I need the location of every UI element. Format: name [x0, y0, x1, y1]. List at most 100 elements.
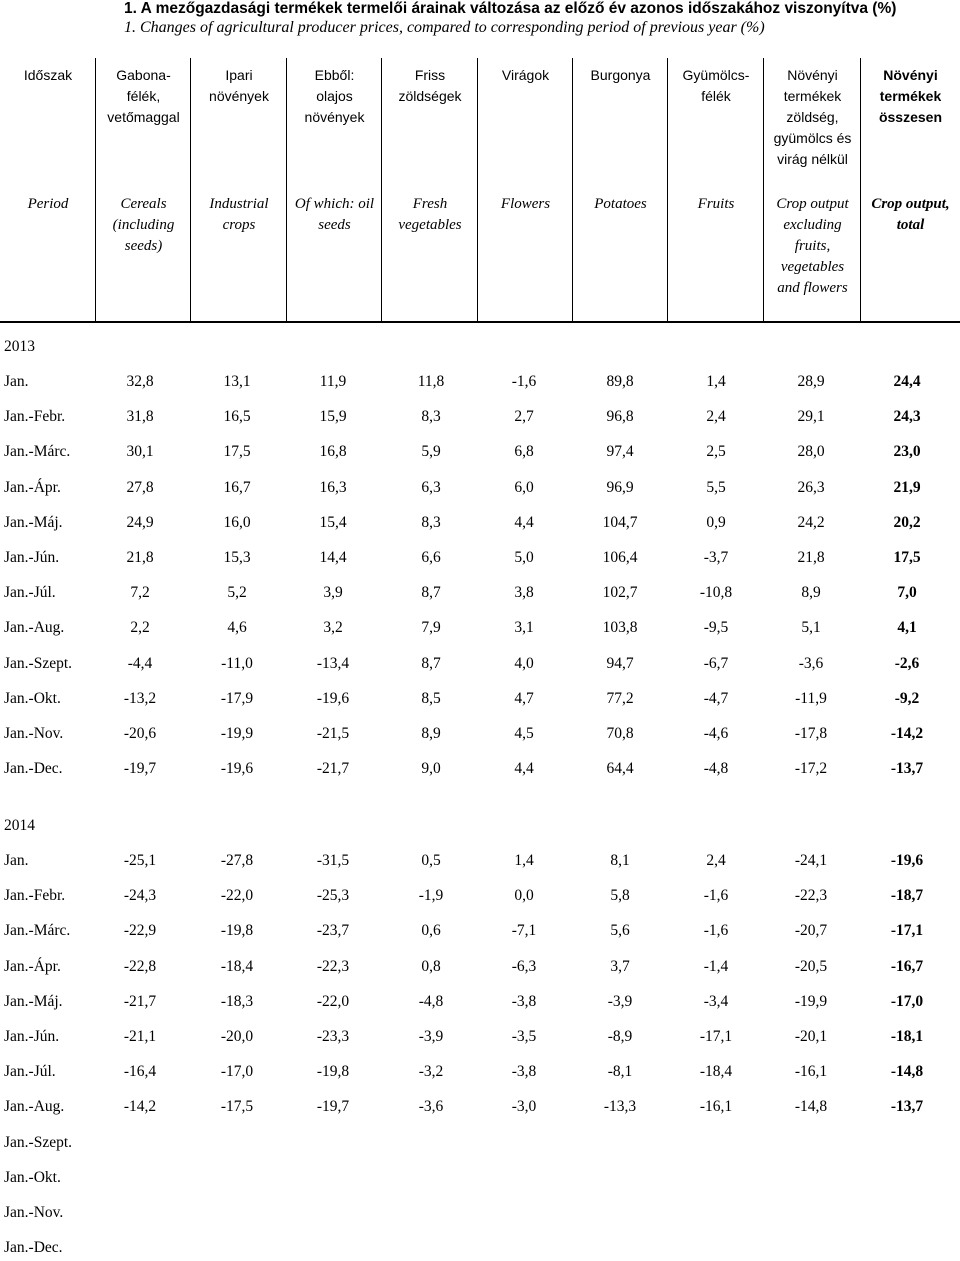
column-header-line: vetőmaggal	[107, 109, 180, 125]
value-cell: -20,5	[794, 957, 828, 975]
value-cell: -22,9	[123, 922, 157, 940]
value-cell: -19,9	[220, 725, 254, 742]
value-cell: 3,2	[323, 619, 343, 637]
value-cell: 2,4	[706, 852, 726, 869]
value-cell: -4,8	[418, 992, 444, 1010]
value-cell: 13,1	[223, 373, 251, 390]
value-cell: -3,9	[418, 1028, 444, 1045]
value-cell: -13,3	[603, 1098, 637, 1116]
value-cell: 0,8	[421, 957, 441, 975]
column-header-line: Burgonya	[590, 67, 651, 83]
column-header-hu-3: Ebből: olajos növények	[287, 65, 382, 128]
column-header-line: virág nélkül	[777, 151, 848, 167]
value-cell: -13,4	[316, 654, 350, 672]
table-row: Jan.-Máj. 24,9 16,0 15,4 8,3 4,4 104,7 0,9 24,2 2…	[0, 514, 960, 536]
value-cell: 28,9	[797, 373, 825, 390]
value-cell: 5,1	[801, 619, 821, 637]
column-header-line: félék,	[126, 88, 161, 104]
value-cell: -19,7	[316, 1098, 350, 1116]
value-cell: -17,8	[794, 725, 828, 742]
value-cell: -18,1	[890, 1028, 924, 1045]
value-cell: -6,3	[511, 957, 537, 975]
value-cell: 4,4	[514, 760, 534, 778]
value-cell: -21,1	[123, 1028, 157, 1045]
column-header-line: Period	[27, 196, 69, 212]
column-header-en-1: Cereals (including seeds)	[96, 194, 191, 257]
column-header-line: crops	[222, 217, 256, 233]
value-cell: -19,6	[890, 852, 924, 869]
column-header-en-7: Fruits	[668, 194, 764, 215]
table-row: Jan.-Ápr. 27,8 16,7 16,3 6,3 6,0 96,9 5,5 26,3 21…	[0, 479, 960, 501]
value-cell: -20,1	[794, 1028, 828, 1045]
value-cell: 0,6	[421, 922, 441, 940]
table-row: Jan.-Szept. -4,4 -11,0 -13,4 8,7 4,0 94,7 -6,7 -…	[0, 655, 960, 677]
table-row: Jan.-Máj. -21,7 -18,3 -22,0 -4,8 -3,8 -3,9 -3,4…	[0, 993, 960, 1015]
value-cell: -24,1	[794, 852, 828, 869]
value-cell: -2,6	[894, 654, 920, 672]
column-header-en-4: Fresh vegetables	[382, 194, 478, 236]
value-cell: -1,6	[511, 373, 537, 390]
table-row: Jan.-Júl. 7,2 5,2 3,9 8,7 3,8 102,7 -10,8 8,9 7,0	[0, 584, 960, 606]
value-cell: -20,7	[794, 922, 828, 940]
value-cell: -4,4	[127, 654, 153, 672]
value-cell: 29,1	[797, 408, 825, 426]
value-cell: 103,8	[602, 619, 638, 637]
value-cell: -16,1	[794, 1063, 828, 1081]
value-cell: -9,5	[703, 619, 729, 637]
table-row: Jan.-Dec.	[0, 1239, 960, 1261]
period-cell: Jan.-Okt.	[4, 689, 61, 707]
value-cell: 15,3	[223, 549, 251, 566]
value-cell: -25,3	[316, 887, 350, 905]
value-cell: -14,8	[794, 1098, 828, 1116]
value-cell: 2,7	[514, 408, 534, 426]
column-header-en-0: Period	[0, 194, 96, 215]
value-cell: -3,7	[703, 549, 729, 566]
column-header-line: excluding	[783, 217, 842, 233]
value-cell: 30,1	[126, 443, 154, 461]
value-cell: -8,1	[607, 1063, 633, 1081]
value-cell: -14,2	[123, 1098, 157, 1116]
column-header-line: félék	[701, 88, 731, 104]
value-cell: 4,0	[514, 654, 534, 672]
value-cell: 8,5	[421, 689, 441, 707]
table-row: Jan.-Nov. -20,6 -19,9 -21,5 8,9 4,5 70,8 -4,6 -1…	[0, 725, 960, 747]
table-row: Jan.-Jún. -21,1 -20,0 -23,3 -3,9 -3,5 -8,9 -17,…	[0, 1028, 960, 1050]
value-cell: -14,8	[890, 1063, 924, 1081]
value-cell: 15,4	[319, 513, 347, 531]
value-cell: 7,2	[130, 584, 150, 602]
column-header-hu-5: Virágok	[478, 65, 573, 86]
value-cell: 1,4	[514, 852, 534, 869]
column-divider	[572, 58, 573, 322]
value-cell: -19,9	[794, 992, 828, 1010]
value-cell: 8,7	[421, 654, 441, 672]
value-cell: -8,9	[607, 1028, 633, 1045]
value-cell: -24,3	[123, 887, 157, 905]
column-header-line: termékek	[783, 88, 842, 104]
value-cell: 31,8	[126, 408, 154, 426]
value-cell: -19,7	[123, 760, 157, 778]
column-divider	[667, 58, 668, 322]
column-header-line: Virágok	[501, 67, 550, 83]
title-hungarian: 1. A mezőgazdasági termékek termelői ára…	[124, 0, 897, 17]
value-cell: 6,8	[514, 443, 534, 461]
value-cell: -27,8	[220, 852, 254, 869]
value-cell: 97,4	[606, 443, 634, 461]
value-cell: 11,9	[319, 373, 347, 390]
value-cell: 17,5	[893, 549, 921, 566]
column-header-line: Of which: oil	[294, 196, 375, 212]
value-cell: 26,3	[797, 478, 825, 496]
value-cell: -22,0	[220, 887, 254, 905]
value-cell: 24,4	[893, 373, 921, 390]
value-cell: 5,6	[610, 922, 630, 940]
value-cell: 8,7	[421, 584, 441, 602]
value-cell: -18,4	[220, 957, 254, 975]
table-row: Jan.-Febr. 31,8 16,5 15,9 8,3 2,7 96,8 2,4 29,1 2…	[0, 408, 960, 430]
value-cell: -10,8	[699, 584, 733, 602]
value-cell: 4,4	[514, 513, 534, 531]
period-cell: Jan.	[4, 852, 29, 869]
column-header-hu-8: Növényi termékek zöldség, gyümölcs és virág …	[764, 65, 861, 170]
column-header-line: (including	[112, 217, 175, 233]
value-cell: 3,9	[323, 584, 343, 602]
column-divider	[286, 58, 287, 322]
value-cell: -13,7	[890, 1098, 924, 1116]
